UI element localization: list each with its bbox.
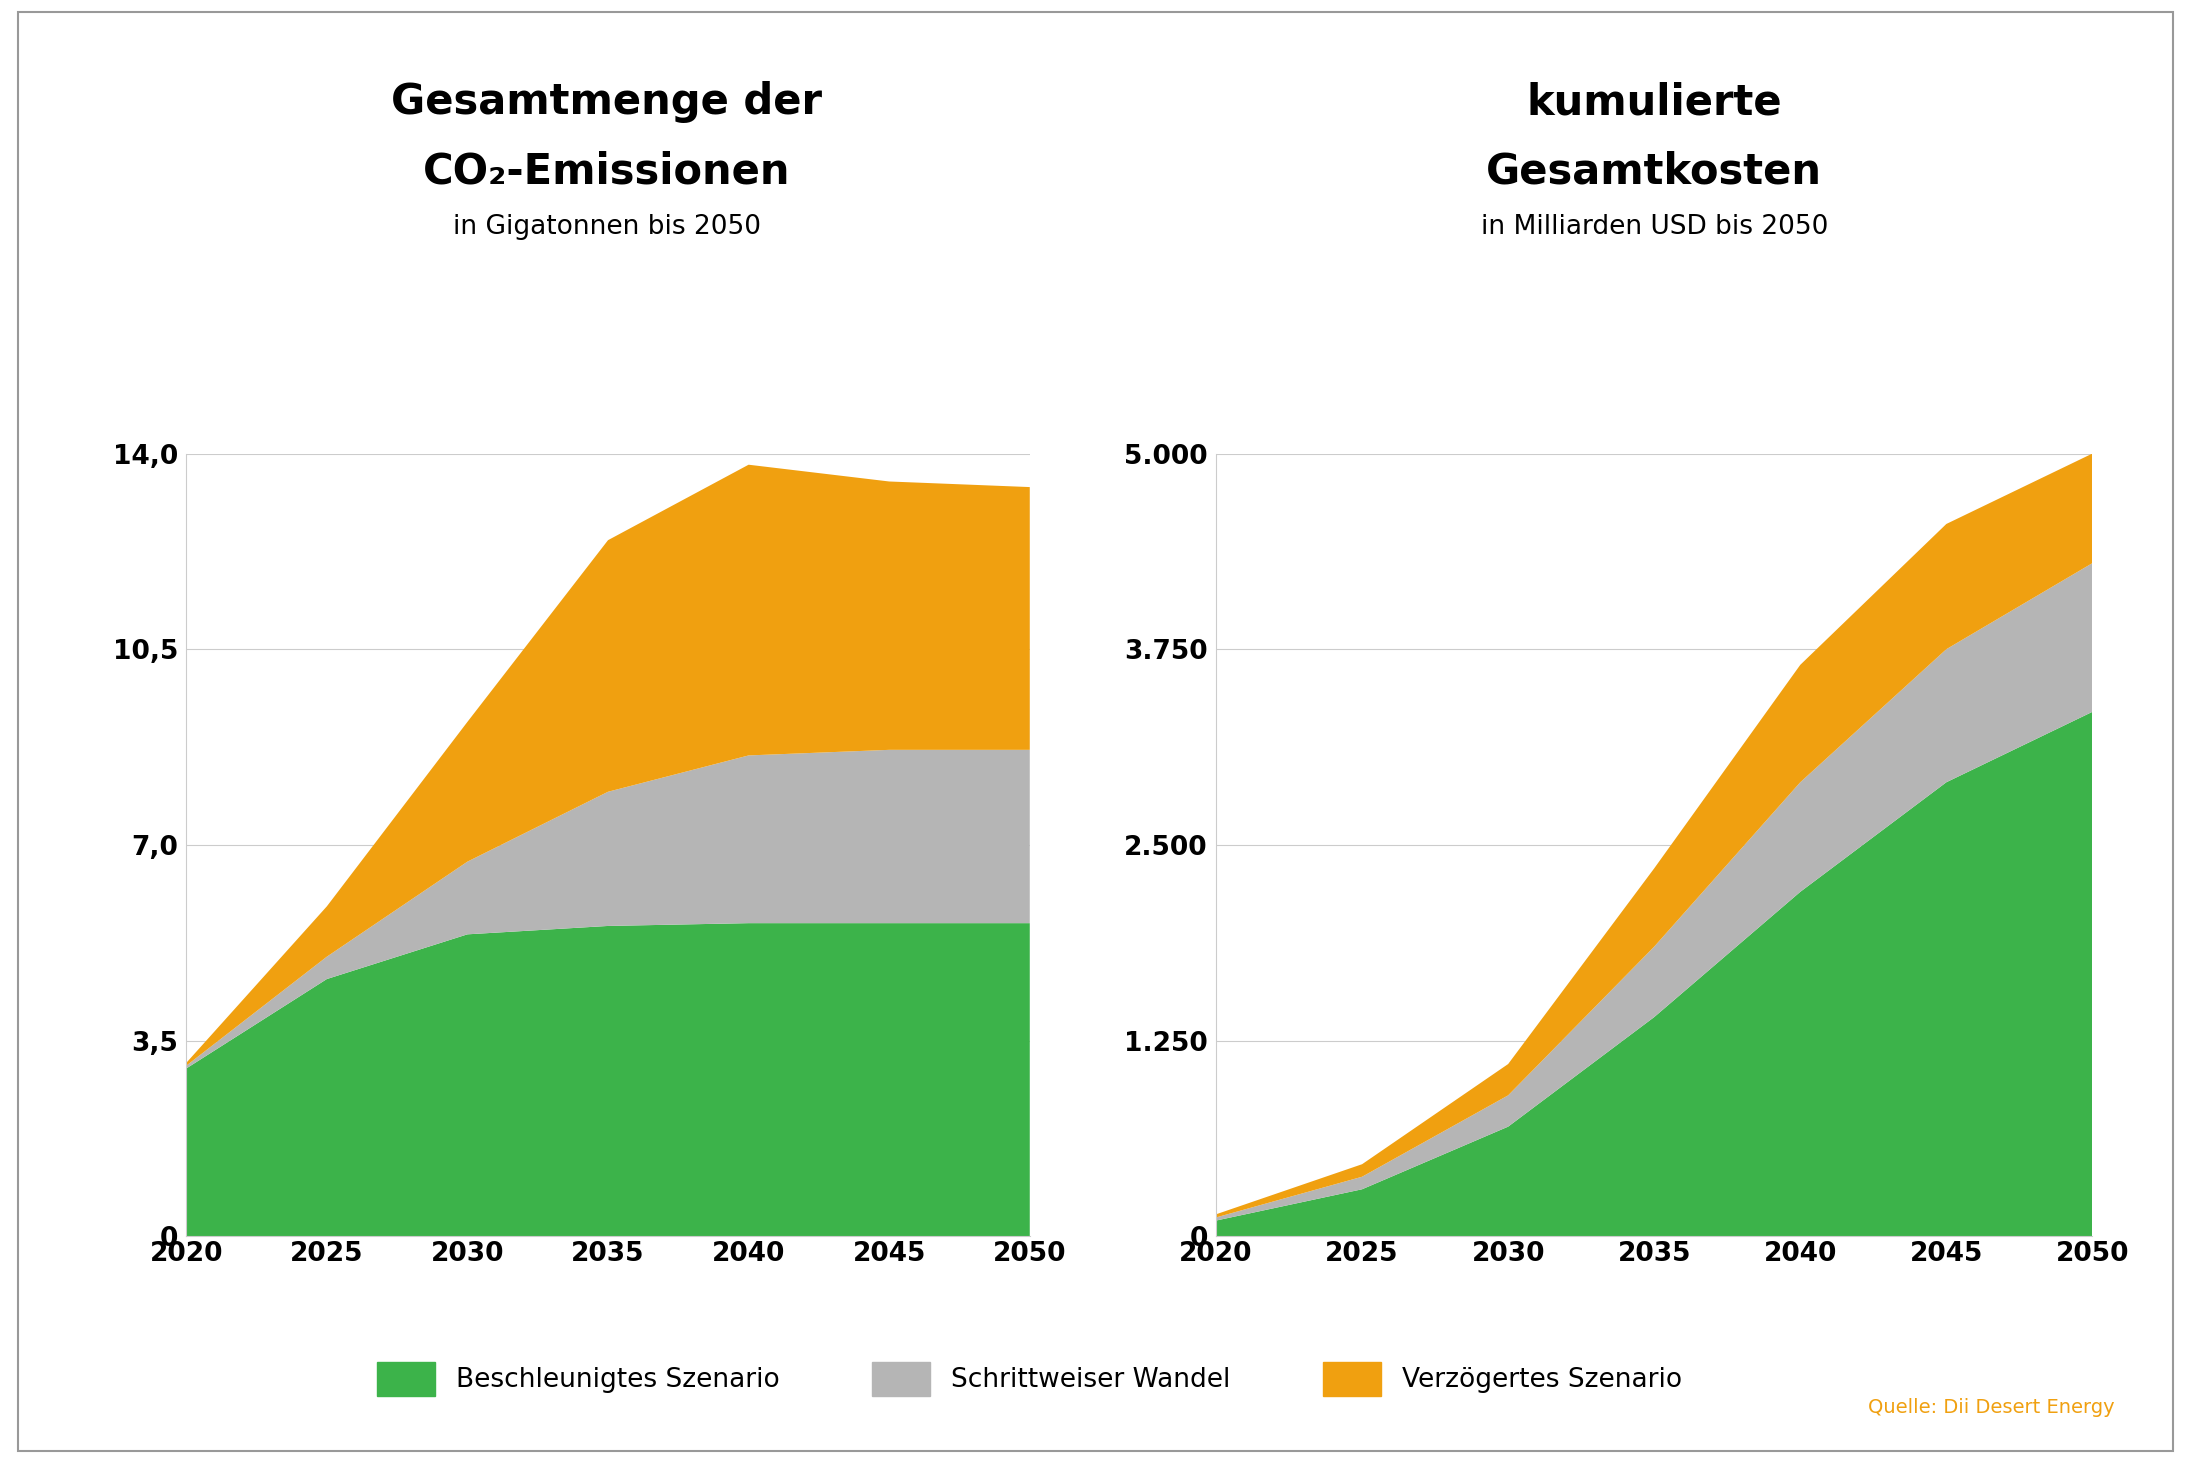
Text: Gesamtkosten: Gesamtkosten — [1485, 151, 1823, 192]
Text: CO₂-Emissionen: CO₂-Emissionen — [423, 151, 791, 192]
Text: in Milliarden USD bis 2050: in Milliarden USD bis 2050 — [1481, 214, 1827, 240]
Text: in Gigatonnen bis 2050: in Gigatonnen bis 2050 — [454, 214, 760, 240]
Text: Gesamtmenge der: Gesamtmenge der — [392, 82, 822, 123]
Text: kumulierte: kumulierte — [1527, 82, 1781, 123]
Text: Quelle: Dii Desert Energy: Quelle: Dii Desert Energy — [1867, 1399, 2114, 1416]
Legend: Beschleunigtes Szenario, Schrittweiser Wandel, Verzögertes Szenario: Beschleunigtes Szenario, Schrittweiser W… — [364, 1349, 1696, 1409]
